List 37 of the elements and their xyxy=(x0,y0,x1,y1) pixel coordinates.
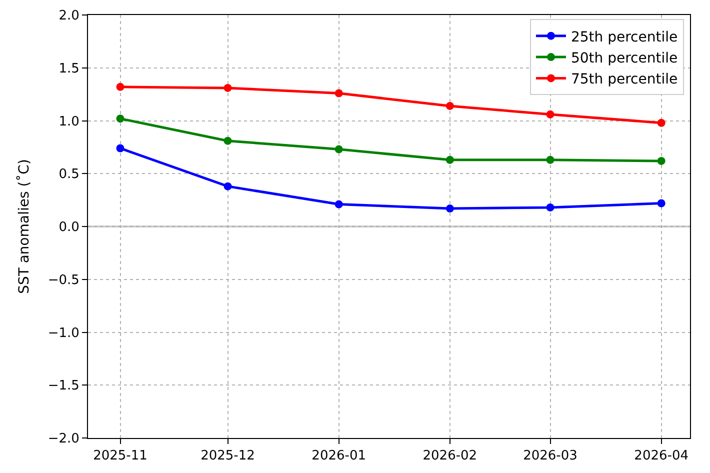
x-tick-label: 2025-12 xyxy=(200,448,255,464)
y-tick-label: 0.0 xyxy=(58,220,80,236)
point xyxy=(224,84,232,92)
point xyxy=(116,82,124,91)
x-tick-label: 2026-04 xyxy=(634,448,688,464)
y-tick-label: 0.5 xyxy=(58,167,80,182)
x-tick-label: 2026-01 xyxy=(312,448,366,464)
point xyxy=(546,110,554,118)
point xyxy=(334,200,343,208)
legend-label: 75th percentile xyxy=(570,72,678,88)
point xyxy=(116,144,124,152)
x-tick-label: 2026-02 xyxy=(422,448,478,464)
y-tick-label: 2.0 xyxy=(58,8,80,24)
point xyxy=(657,156,666,165)
point xyxy=(334,145,343,154)
y-tick-label: −1.0 xyxy=(48,326,80,341)
y-tick-label: −2.0 xyxy=(48,432,80,447)
x-tick-label: 2026-03 xyxy=(523,448,578,464)
legend-label: 50th percentile xyxy=(570,50,678,66)
x-tick-label: 2025-11 xyxy=(93,448,148,464)
y-axis-title: SST anomalies (˚C) xyxy=(15,159,32,294)
point xyxy=(116,114,124,123)
point xyxy=(546,156,554,164)
point xyxy=(446,102,454,110)
y-tick-label: 1.0 xyxy=(58,114,80,130)
y-tick-label: 1.5 xyxy=(58,61,80,76)
point xyxy=(334,89,343,98)
point xyxy=(657,118,666,127)
point xyxy=(446,204,454,213)
point xyxy=(224,136,232,145)
point xyxy=(546,203,554,212)
legend-label: 25th percentile xyxy=(570,29,678,46)
y-tick-label: −0.5 xyxy=(48,272,80,288)
point xyxy=(224,182,232,190)
y-tick-label: −1.5 xyxy=(48,378,80,394)
point xyxy=(446,156,454,164)
point xyxy=(657,199,666,208)
